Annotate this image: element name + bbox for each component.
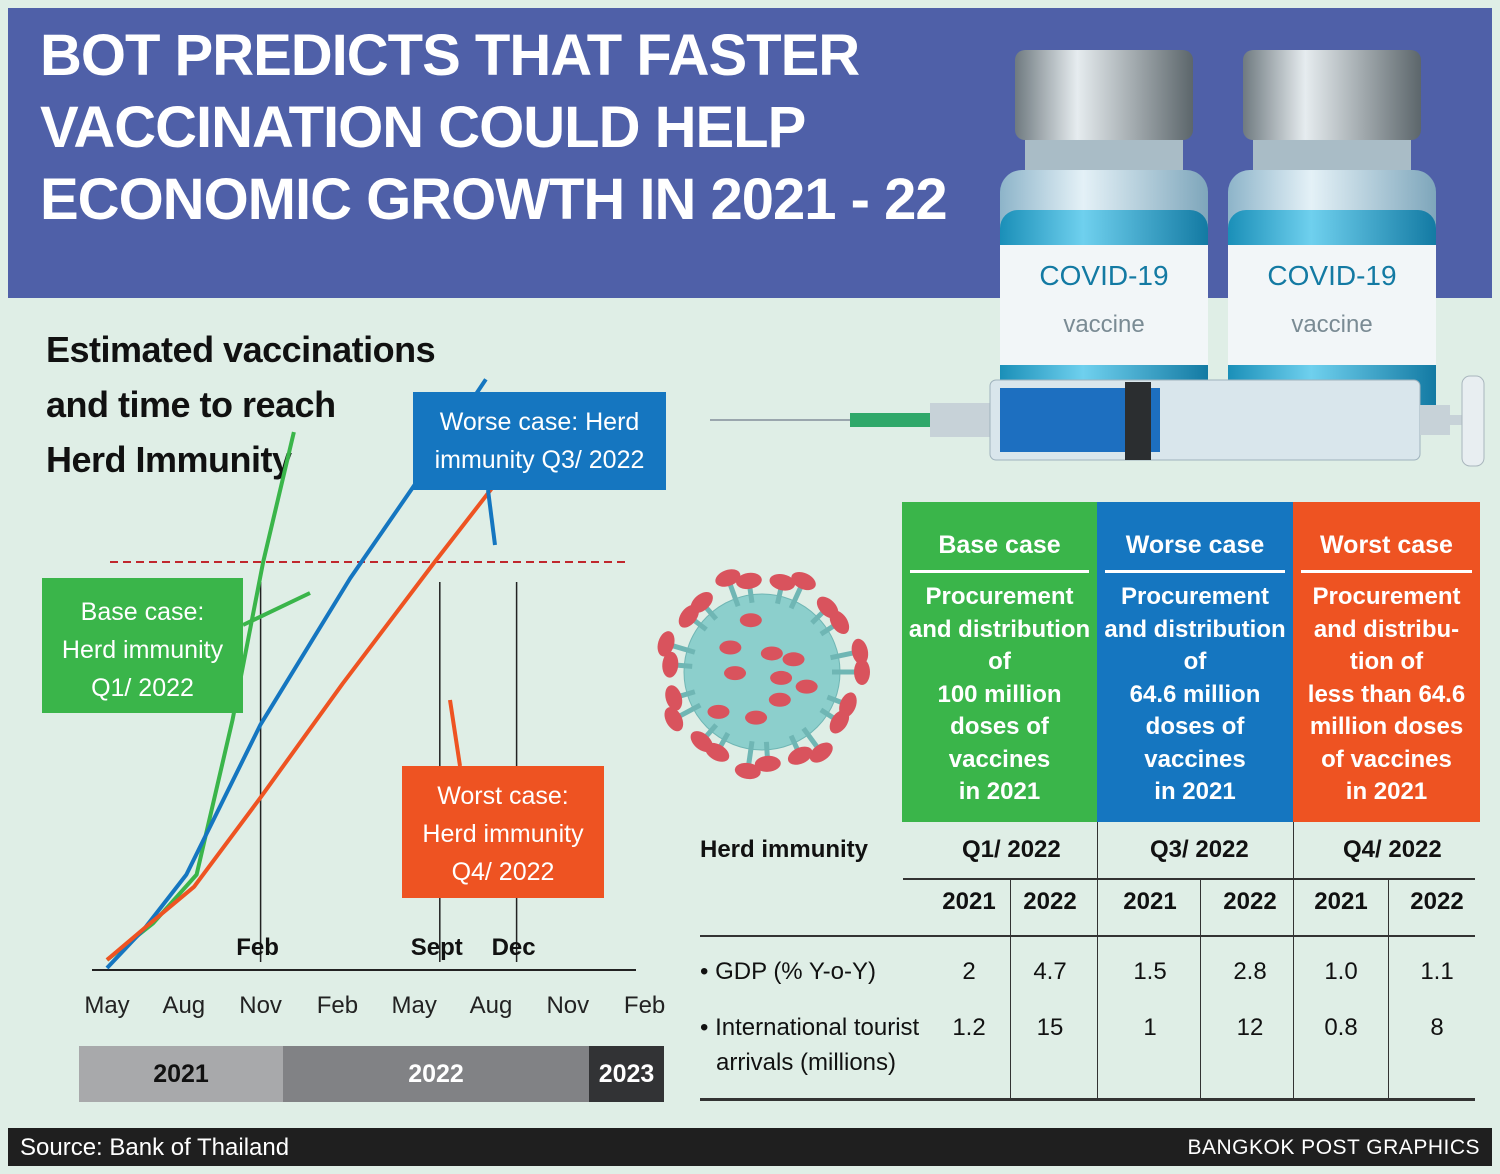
table-cell: 1.1: [1420, 958, 1454, 985]
virus-icon: [657, 569, 870, 780]
case-description: Procurement and distribution of 100 mill…: [908, 583, 1091, 805]
year-2022: 2022: [283, 1046, 589, 1102]
title-line: VACCINATION COULD HELP: [40, 95, 806, 160]
quarter-header: Q4/ 2022: [1343, 836, 1442, 863]
callout-line: Worst case:: [437, 782, 569, 810]
year-header: 2022: [1223, 888, 1277, 915]
callout-pointer-base: [242, 591, 311, 627]
case-title: Base case: [938, 531, 1061, 559]
vial-right: COVID-19 vaccine: [1228, 50, 1436, 430]
divider: [1097, 822, 1098, 1098]
source-text: Source: Bank of Thailand: [20, 1134, 290, 1161]
year-header: 2022: [1023, 888, 1077, 915]
year-header: 2021: [1123, 888, 1177, 915]
case-title: Worst case: [1320, 531, 1453, 559]
callout-line: Base case:: [80, 598, 205, 626]
divider: [1105, 570, 1285, 573]
row-label-gdp: • GDP (% Y-o-Y): [700, 958, 877, 985]
chart-title-line: Herd Immunity: [46, 439, 292, 480]
year-timeline: 2021 2022 2023: [79, 1046, 664, 1102]
year-header: 2021: [942, 888, 996, 915]
divider: [1301, 570, 1472, 573]
divider: [903, 878, 1475, 880]
divider: [1200, 878, 1201, 1098]
table-cell: 1.2: [952, 1014, 986, 1041]
callout-pointer-worst: [448, 699, 462, 767]
callout-line: immunity Q3/ 2022: [434, 446, 645, 474]
divider: [700, 1098, 1475, 1101]
table-cell: 15: [1036, 1014, 1064, 1041]
year-2023: 2023: [589, 1046, 664, 1102]
row-header: Herd immunity: [700, 836, 869, 863]
divider: [1293, 822, 1294, 1098]
divider: [700, 935, 1475, 937]
case-title: Worse case: [1125, 531, 1265, 559]
vaccine-vial-icon: COVID-19 vaccine COVID-19 vaccine: [710, 50, 1485, 467]
syringe-icon: [710, 375, 1485, 467]
case-base-header: Base case Procurement and distribution o…: [902, 502, 1097, 822]
x-tick-label: Feb: [623, 992, 666, 1019]
case-worst-header: Worst case Procurement and distribu- tio…: [1293, 502, 1480, 822]
x-tick-label: May: [84, 992, 130, 1019]
callout-base-case: Base case: Herd immunity Q1/ 2022: [42, 578, 243, 713]
footer: Source: Bank of Thailand BANGKOK POST GR…: [8, 1128, 1492, 1166]
row-label-tourist: • International tourist: [700, 1014, 920, 1041]
vial-label-sub: vaccine: [1291, 311, 1372, 338]
year-2021: 2021: [79, 1046, 283, 1102]
quarter-header: Q1/ 2022: [962, 836, 1061, 863]
marker-label: Feb: [236, 934, 279, 961]
chart-title-line: Estimated vaccinations: [46, 329, 436, 370]
vial-label-main: COVID-19: [1267, 260, 1396, 291]
x-tick-label: Nov: [239, 992, 282, 1019]
callout-line: Worse case: Herd: [439, 408, 640, 436]
case-description: Procurement and distribu- tion of less t…: [1307, 583, 1466, 805]
quarter-header: Q3/ 2022: [1150, 836, 1249, 863]
main-title: BOT PREDICTS THAT FASTER VACCINATION COU…: [40, 20, 948, 236]
title-line: ECONOMIC GROWTH IN 2021 - 22: [40, 167, 948, 232]
divider: [910, 570, 1089, 573]
table-cell: 4.7: [1033, 958, 1067, 985]
marker-label: Sept: [410, 934, 463, 961]
divider: [1010, 878, 1011, 1098]
chart-title-line: and time to reach: [46, 384, 336, 425]
callout-worst-case: Worst case: Herd immunity Q4/ 2022: [402, 766, 604, 898]
marker-label: Dec: [491, 934, 536, 961]
table-cell: 1.5: [1133, 958, 1167, 985]
x-tick-label: Feb: [316, 992, 359, 1019]
table-cell: 2.8: [1233, 958, 1267, 985]
table-cell: 2: [962, 958, 976, 985]
chart-title: Estimated vaccinations and time to reach…: [46, 322, 436, 487]
case-worse-header: Worse case Procurement and distribution …: [1097, 502, 1293, 822]
callout-line: Q1/ 2022: [91, 674, 194, 702]
case-description: Procurement and distribution of 64.6 mil…: [1104, 583, 1286, 805]
x-tick-label: Aug: [162, 992, 206, 1019]
vial-left: COVID-19 vaccine: [1000, 50, 1208, 430]
callout-line: Herd immunity: [422, 820, 584, 848]
table-cell: 1: [1143, 1014, 1157, 1041]
callout-pointer-worse: [486, 489, 497, 546]
vial-label-main: COVID-19: [1039, 260, 1168, 291]
divider: [1388, 878, 1389, 1098]
x-tick-label: Nov: [546, 992, 590, 1019]
vial-label-sub: vaccine: [1063, 311, 1144, 338]
callout-line: Herd immunity: [61, 636, 224, 664]
year-header: 2022: [1410, 888, 1464, 915]
row-label-tourist-2: arrivals (millions): [716, 1049, 897, 1076]
x-tick-label: Aug: [469, 992, 513, 1019]
callout-worse-case: Worse case: Herd immunity Q3/ 2022: [413, 392, 666, 490]
title-line: BOT PREDICTS THAT FASTER: [40, 23, 860, 88]
callout-line: Q4/ 2022: [451, 858, 555, 886]
table-cell: 1.0: [1324, 958, 1358, 985]
year-header: 2021: [1314, 888, 1368, 915]
table-cell: 0.8: [1324, 1014, 1358, 1041]
table-cell: 12: [1236, 1014, 1264, 1041]
table-cell: 8: [1430, 1014, 1444, 1041]
credit-text: BANGKOK POST GRAPHICS: [1187, 1136, 1480, 1159]
x-tick-label: May: [391, 992, 437, 1019]
